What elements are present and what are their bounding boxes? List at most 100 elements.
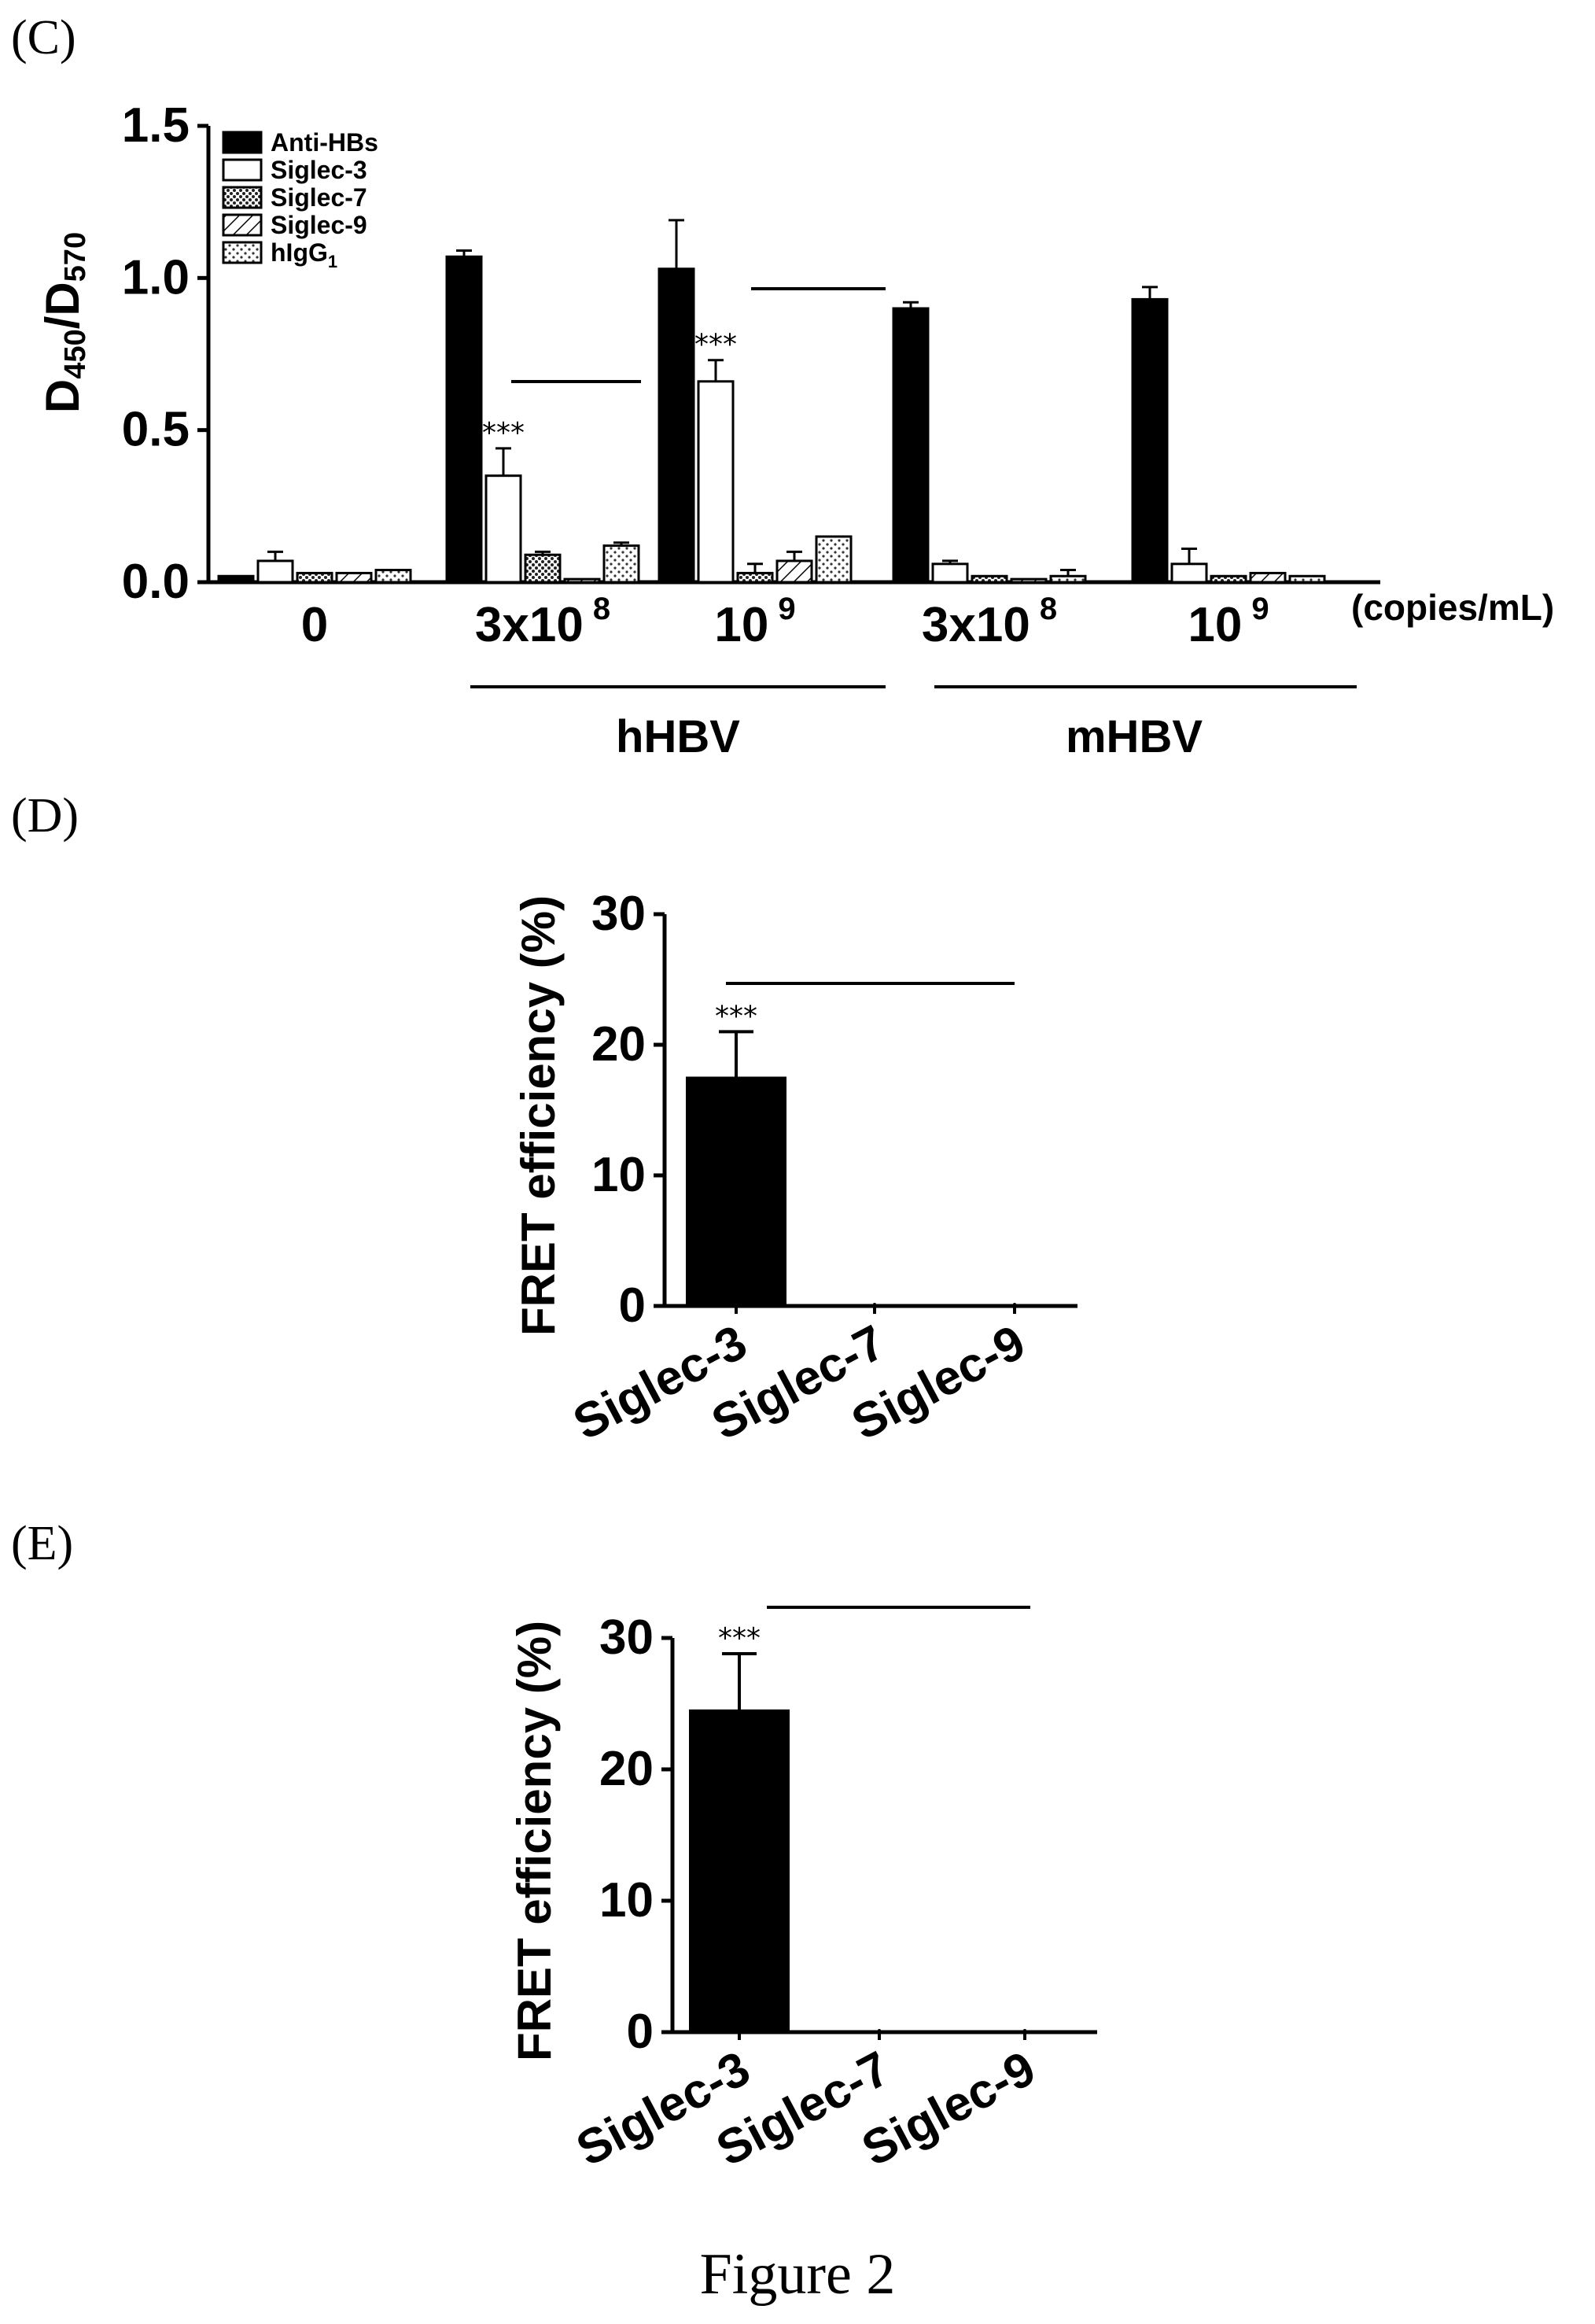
legend-swatch-siglec-7 bbox=[222, 186, 263, 209]
significance-stars: *** bbox=[482, 417, 525, 449]
legend-label: Siglec-9 bbox=[271, 211, 367, 239]
y-title-sub1: 450 bbox=[59, 329, 92, 378]
panel-d-bars: *** bbox=[686, 1000, 1016, 1307]
bar-siglec-3 bbox=[256, 559, 294, 584]
x-category-base: 10 bbox=[1188, 598, 1242, 652]
y-tick-label: 20 bbox=[599, 1742, 654, 1796]
legend-label-text: Anti-HBs bbox=[271, 128, 378, 157]
y-title-d1: D bbox=[36, 379, 89, 413]
bar-siglec-3 bbox=[1170, 563, 1208, 584]
x-category-label: 10 9 bbox=[1188, 592, 1269, 652]
significance-stars: *** bbox=[718, 1622, 761, 1654]
legend-label-text: Siglec-9 bbox=[271, 211, 367, 239]
x-category-label: 3x10 8 bbox=[922, 592, 1057, 652]
bar-siglec-7 bbox=[1210, 574, 1247, 584]
legend-label: Anti-HBs bbox=[271, 128, 378, 157]
y-tick-label: 0.0 bbox=[122, 555, 190, 609]
y-tick-label: 10 bbox=[591, 1148, 646, 1202]
significance-stars: *** bbox=[694, 329, 737, 361]
bar-anti-hbs bbox=[1131, 297, 1169, 584]
bar-higg1 bbox=[602, 544, 640, 584]
panel-e-bars: *** bbox=[689, 1622, 1026, 2034]
x-category-base: 3x10 bbox=[475, 598, 584, 652]
legend-swatch-anti-hbs bbox=[222, 131, 263, 154]
bar-higg1 bbox=[815, 535, 853, 584]
bar-siglec-9 bbox=[1023, 2029, 1026, 2032]
y-tick-label: 10 bbox=[599, 1873, 654, 1927]
bar-anti-hbs bbox=[445, 255, 483, 584]
legend-swatch-higg1 bbox=[222, 241, 263, 264]
bar-siglec-7 bbox=[736, 571, 774, 584]
bar-siglec-3 bbox=[686, 1076, 786, 1307]
bar-siglec-9 bbox=[1249, 571, 1287, 584]
panel-e-chart: (E) FRET efficiency (%) 0 10 20 30 *** Sigl… bbox=[11, 1517, 1097, 2177]
bar-higg1 bbox=[1288, 574, 1326, 584]
bar-siglec-3 bbox=[697, 380, 735, 584]
bar-anti-hbs bbox=[892, 307, 930, 584]
bar-higg1 bbox=[1049, 574, 1087, 584]
x-category-label: 0 bbox=[301, 598, 328, 652]
panel-e-y-axis-title: FRET efficiency (%) bbox=[508, 1621, 561, 2061]
panel-c-axes bbox=[206, 126, 1380, 585]
x-category-base: 10 bbox=[714, 598, 768, 652]
panel-e-label: (E) bbox=[11, 1517, 73, 1570]
panel-d-label: (D) bbox=[11, 789, 79, 843]
panel-c-bars bbox=[217, 255, 1326, 584]
bar-anti-hbs bbox=[658, 267, 695, 584]
bar-siglec-9 bbox=[335, 571, 373, 584]
group-label-hhbv: hHBV bbox=[616, 711, 740, 762]
panel-d-y-axis-title: FRET efficiency (%) bbox=[512, 895, 565, 1336]
legend-label-subscript: 1 bbox=[328, 252, 337, 271]
panel-c-x-labels: 0 3x10 8 10 9 3x10 8 10 9 bbox=[301, 592, 1269, 652]
bar-siglec-3 bbox=[931, 563, 969, 584]
x-category-exponent: 8 bbox=[1040, 592, 1057, 626]
y-tick-label: 1.5 bbox=[122, 98, 190, 153]
panel-c-error-bars bbox=[267, 219, 1197, 577]
bar-siglec-9 bbox=[1013, 1303, 1016, 1306]
bar-siglec-3 bbox=[689, 1709, 790, 2034]
legend-label: Siglec-7 bbox=[271, 183, 367, 212]
bar-siglec-7 bbox=[873, 1303, 876, 1306]
x-category-base: 0 bbox=[301, 598, 328, 652]
y-tick-label: 20 bbox=[591, 1017, 646, 1072]
bar-siglec-7 bbox=[524, 553, 562, 584]
bar-siglec-7 bbox=[971, 574, 1008, 584]
panel-d-y-ticks: 0 10 20 30 bbox=[591, 887, 665, 1333]
y-tick-label: 0.5 bbox=[122, 403, 190, 457]
bar-siglec-9 bbox=[563, 577, 601, 584]
bar-anti-hbs bbox=[217, 574, 255, 584]
bar-siglec-7 bbox=[878, 2029, 881, 2032]
panel-c-annotations: *** *** bbox=[482, 329, 737, 449]
y-tick-label: 30 bbox=[591, 887, 646, 941]
legend-label-text: hIgG bbox=[271, 238, 328, 267]
x-category-label: 3x10 8 bbox=[475, 592, 610, 652]
x-category-base: 3x10 bbox=[922, 598, 1030, 652]
group-label-mhbv: mHBV bbox=[1066, 711, 1203, 762]
legend-swatch-siglec-3 bbox=[222, 158, 263, 182]
significance-stars: *** bbox=[715, 1000, 757, 1032]
legend-swatch-siglec-9 bbox=[222, 213, 263, 237]
y-tick-label: 30 bbox=[599, 1610, 654, 1665]
panel-c-chart: (C) D450/D570 0.0 0.5 1.0 1.5 *** *** 0 3x10 8… bbox=[11, 11, 1554, 762]
x-category-label: 10 9 bbox=[714, 592, 795, 652]
figure-caption: Figure 2 bbox=[700, 2242, 896, 2307]
x-category-exponent: 8 bbox=[593, 592, 610, 626]
y-tick-label: 0 bbox=[619, 1278, 646, 1333]
units-label: (copies/mL) bbox=[1351, 587, 1554, 628]
y-tick-label: 1.0 bbox=[122, 250, 190, 304]
x-category-exponent: 9 bbox=[778, 592, 795, 626]
panel-c-label: (C) bbox=[11, 11, 76, 65]
legend-label: hIgG1 bbox=[271, 238, 337, 271]
panel-c-y-axis-title: D450/D570 bbox=[36, 232, 92, 413]
bar-siglec-3 bbox=[484, 474, 522, 584]
panel-d-chart: (D) FRET efficiency (%) 0 10 20 30 *** Sigl… bbox=[11, 789, 1077, 1451]
legend-label: Siglec-3 bbox=[271, 156, 367, 184]
bar-siglec-9 bbox=[775, 559, 813, 584]
y-tick-label: 0 bbox=[627, 2005, 654, 2059]
legend-label-text: Siglec-3 bbox=[271, 156, 367, 184]
bar-higg1 bbox=[374, 569, 412, 584]
